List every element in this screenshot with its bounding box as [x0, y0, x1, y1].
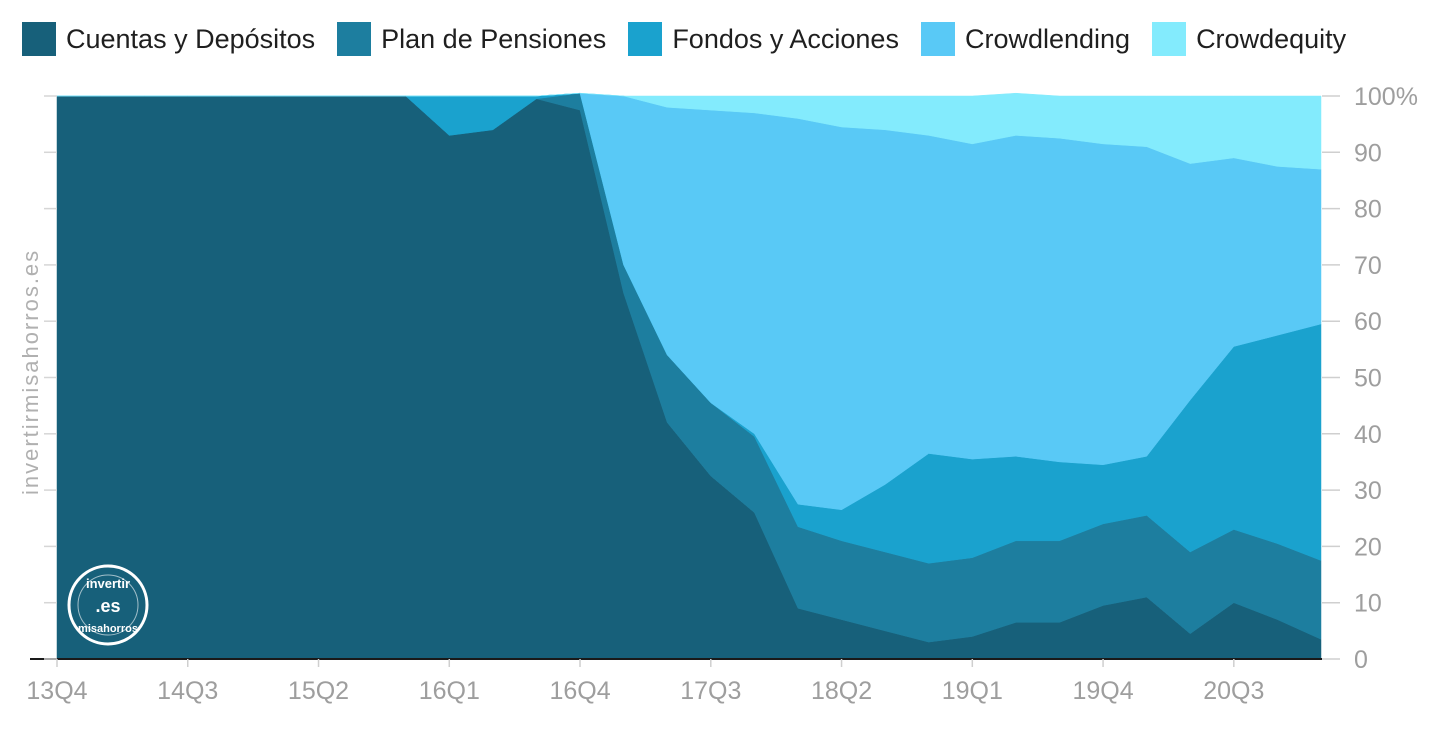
x-tick-label: 18Q2: [811, 677, 872, 705]
legend-swatch: [920, 22, 955, 56]
legend-label: Cuentas y Depósitos: [66, 23, 316, 54]
legend-swatch: [628, 22, 663, 56]
x-tick-label: 16Q4: [549, 677, 610, 705]
legend-swatch: [22, 22, 56, 56]
y-tick-label: 70: [1354, 252, 1382, 280]
x-tick-label: 19Q1: [942, 677, 1003, 705]
y-tick-label: 10: [1354, 590, 1382, 618]
logo-bottom-text: misahorros: [78, 623, 138, 635]
legend-item: Fondos y Acciones: [628, 22, 899, 56]
y-tick-label: 60: [1354, 308, 1382, 336]
legend-item: Plan de Pensiones: [337, 22, 606, 56]
x-axis-ticks: 13Q4 14Q3 15Q2 16Q1 16Q4 17Q3 18Q2 19Q1 19Q4 20Q3: [26, 659, 1264, 705]
y-tick-label: 80: [1354, 196, 1382, 224]
legend-item: Crowdlending: [920, 22, 1131, 56]
y-tick-label: 50: [1354, 365, 1382, 393]
legend-label: Fondos y Acciones: [672, 23, 899, 54]
x-tick-label: 14Q3: [157, 677, 218, 705]
area-series-5: [57, 92, 1322, 170]
y-tick-label: 20: [1354, 533, 1382, 561]
y-tick-label: 0: [1354, 646, 1368, 674]
watermark-text: invertirmisahorros.es: [18, 249, 43, 495]
legend-label: Plan de Pensiones: [381, 23, 607, 54]
logo-top-text: invertir: [86, 576, 130, 591]
area-series-group: [56, 92, 1322, 660]
x-tick-label: 17Q3: [680, 677, 741, 705]
legend-item: Crowdequity: [1152, 22, 1346, 56]
legend-swatch: [1152, 22, 1187, 56]
logo-seal: invertir .es misahorros: [67, 564, 149, 646]
y-axis-ticks: 0 10 20 30 40 50 60 70 80 90 100%: [44, 83, 1418, 674]
legend-label: Crowdequity: [1196, 23, 1347, 54]
legend-item: Cuentas y Depósitos: [22, 22, 315, 56]
x-tick-label: 13Q4: [26, 677, 87, 705]
x-tick-label: 19Q4: [1072, 677, 1133, 705]
y-tick-label: 30: [1354, 477, 1382, 505]
y-tick-label: 40: [1354, 421, 1382, 449]
y-tick-label: 100%: [1354, 83, 1418, 111]
legend-swatch: [337, 22, 372, 56]
legend-label: Crowdlending: [964, 23, 1131, 54]
x-tick-label: 15Q2: [288, 677, 349, 705]
y-tick-label: 90: [1354, 139, 1382, 167]
x-tick-label: 16Q1: [419, 677, 480, 705]
x-tick-label: 20Q3: [1203, 677, 1264, 705]
logo-middle-text: .es: [95, 596, 120, 616]
legend: Cuentas y Depósitos Plan de Pensiones Fond…: [22, 22, 1368, 56]
